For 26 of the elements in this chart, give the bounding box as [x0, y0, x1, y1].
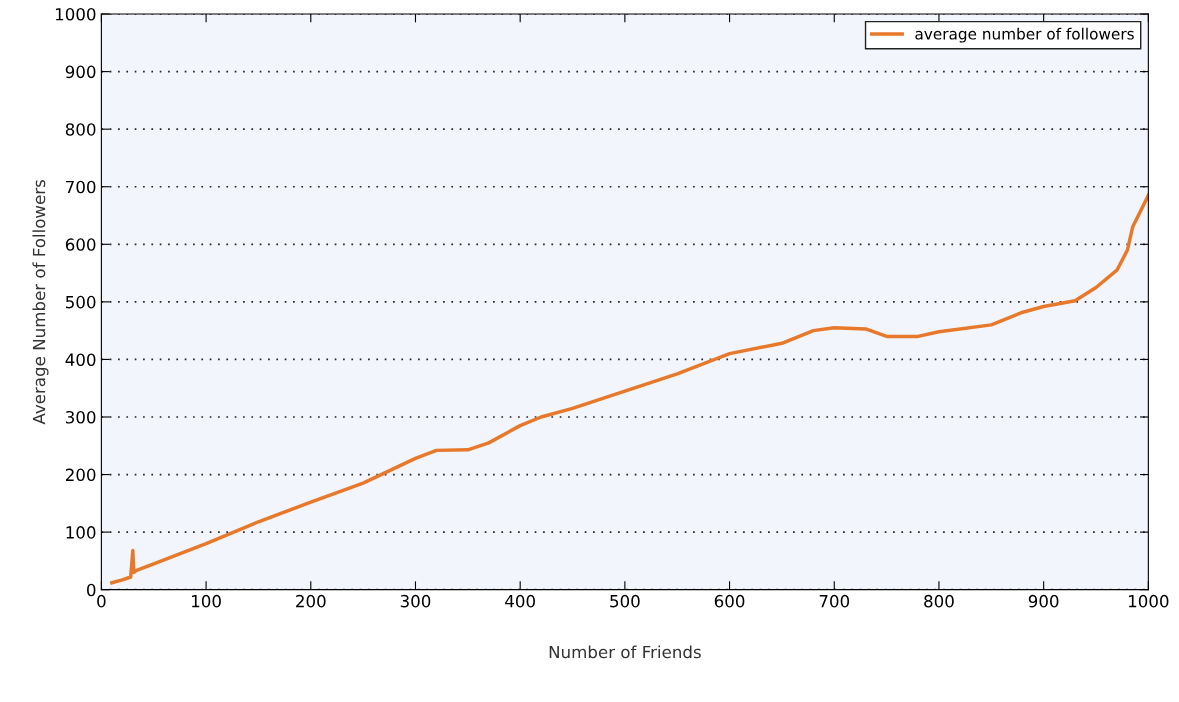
legend-label: average number of followers [915, 27, 1134, 43]
x-tick-label: 100 [192, 594, 221, 608]
y-axis-title: Average Number of Followers [32, 179, 49, 425]
x-tick-label: 200 [296, 594, 326, 608]
y-tick-label: 400 [65, 353, 96, 366]
y-tick-label: 600 [65, 238, 96, 251]
x-tick-label: 800 [924, 594, 954, 608]
x-tick-label: 1000 [1128, 594, 1169, 608]
y-tick-label: 900 [65, 65, 96, 79]
y-tick-label: 1000 [55, 8, 96, 21]
y-tick-label: 500 [66, 295, 96, 309]
x-tick-label: 900 [1028, 594, 1059, 608]
x-axis-title: Number of Friends [549, 645, 701, 659]
y-tick-label: 0 [87, 583, 96, 597]
y-tick-label: 100 [66, 526, 96, 539]
x-tick-label: 0 [97, 594, 106, 608]
x-tick-label: 500 [610, 594, 640, 608]
y-tick-label: 300 [65, 410, 96, 424]
x-tick-label: 300 [400, 594, 431, 608]
line-series [110, 193, 1149, 585]
y-tick-label: 700 [66, 180, 96, 194]
y-tick-label: 800 [65, 123, 96, 136]
x-tick-label: 700 [819, 594, 850, 608]
x-tick-label: 400 [505, 594, 535, 608]
y-tick-label: 200 [65, 468, 96, 482]
x-tick-label: 600 [714, 594, 745, 608]
